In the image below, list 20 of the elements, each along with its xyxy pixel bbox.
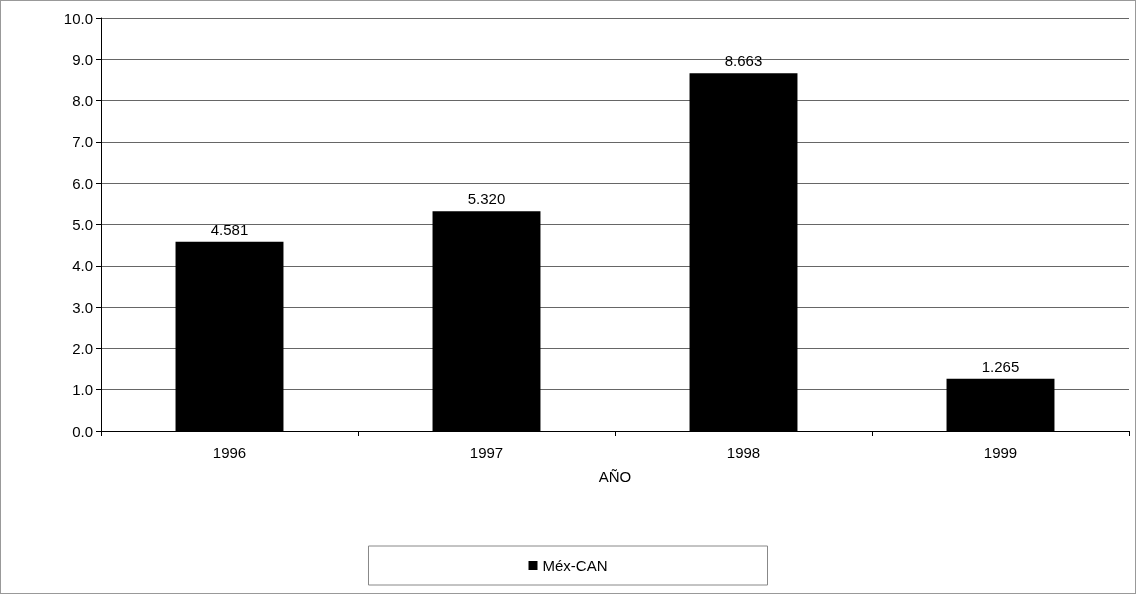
y-tick-label: 5.0: [72, 216, 93, 233]
y-tick-label: 3.0: [72, 298, 93, 316]
y-tick-label: 7.0: [72, 133, 93, 151]
x-tick-label: 1997: [469, 444, 504, 461]
y-tick-label: 4.0: [72, 257, 93, 275]
x-tick-label: 1999: [983, 444, 1018, 461]
data-label: 5.320: [467, 190, 506, 208]
y-tick-label: 9.0: [72, 50, 93, 68]
data-label: 1.265: [981, 357, 1020, 375]
y-tick-label: 1.0: [72, 381, 93, 399]
y-tick-label: 6.0: [72, 174, 93, 192]
x-axis-title: AÑO: [598, 468, 632, 485]
legend-label: Méx-CAN: [542, 557, 608, 574]
y-tick-label: 8.0: [72, 92, 93, 110]
y-tick-label: 0.0: [72, 422, 93, 440]
x-tick-label: 1996: [212, 444, 247, 461]
y-tick-label: 2.0: [72, 339, 93, 357]
data-label: 4.581: [210, 220, 249, 238]
y-tick-label: 10.0: [63, 9, 93, 27]
x-tick-label: 1998: [726, 444, 761, 461]
